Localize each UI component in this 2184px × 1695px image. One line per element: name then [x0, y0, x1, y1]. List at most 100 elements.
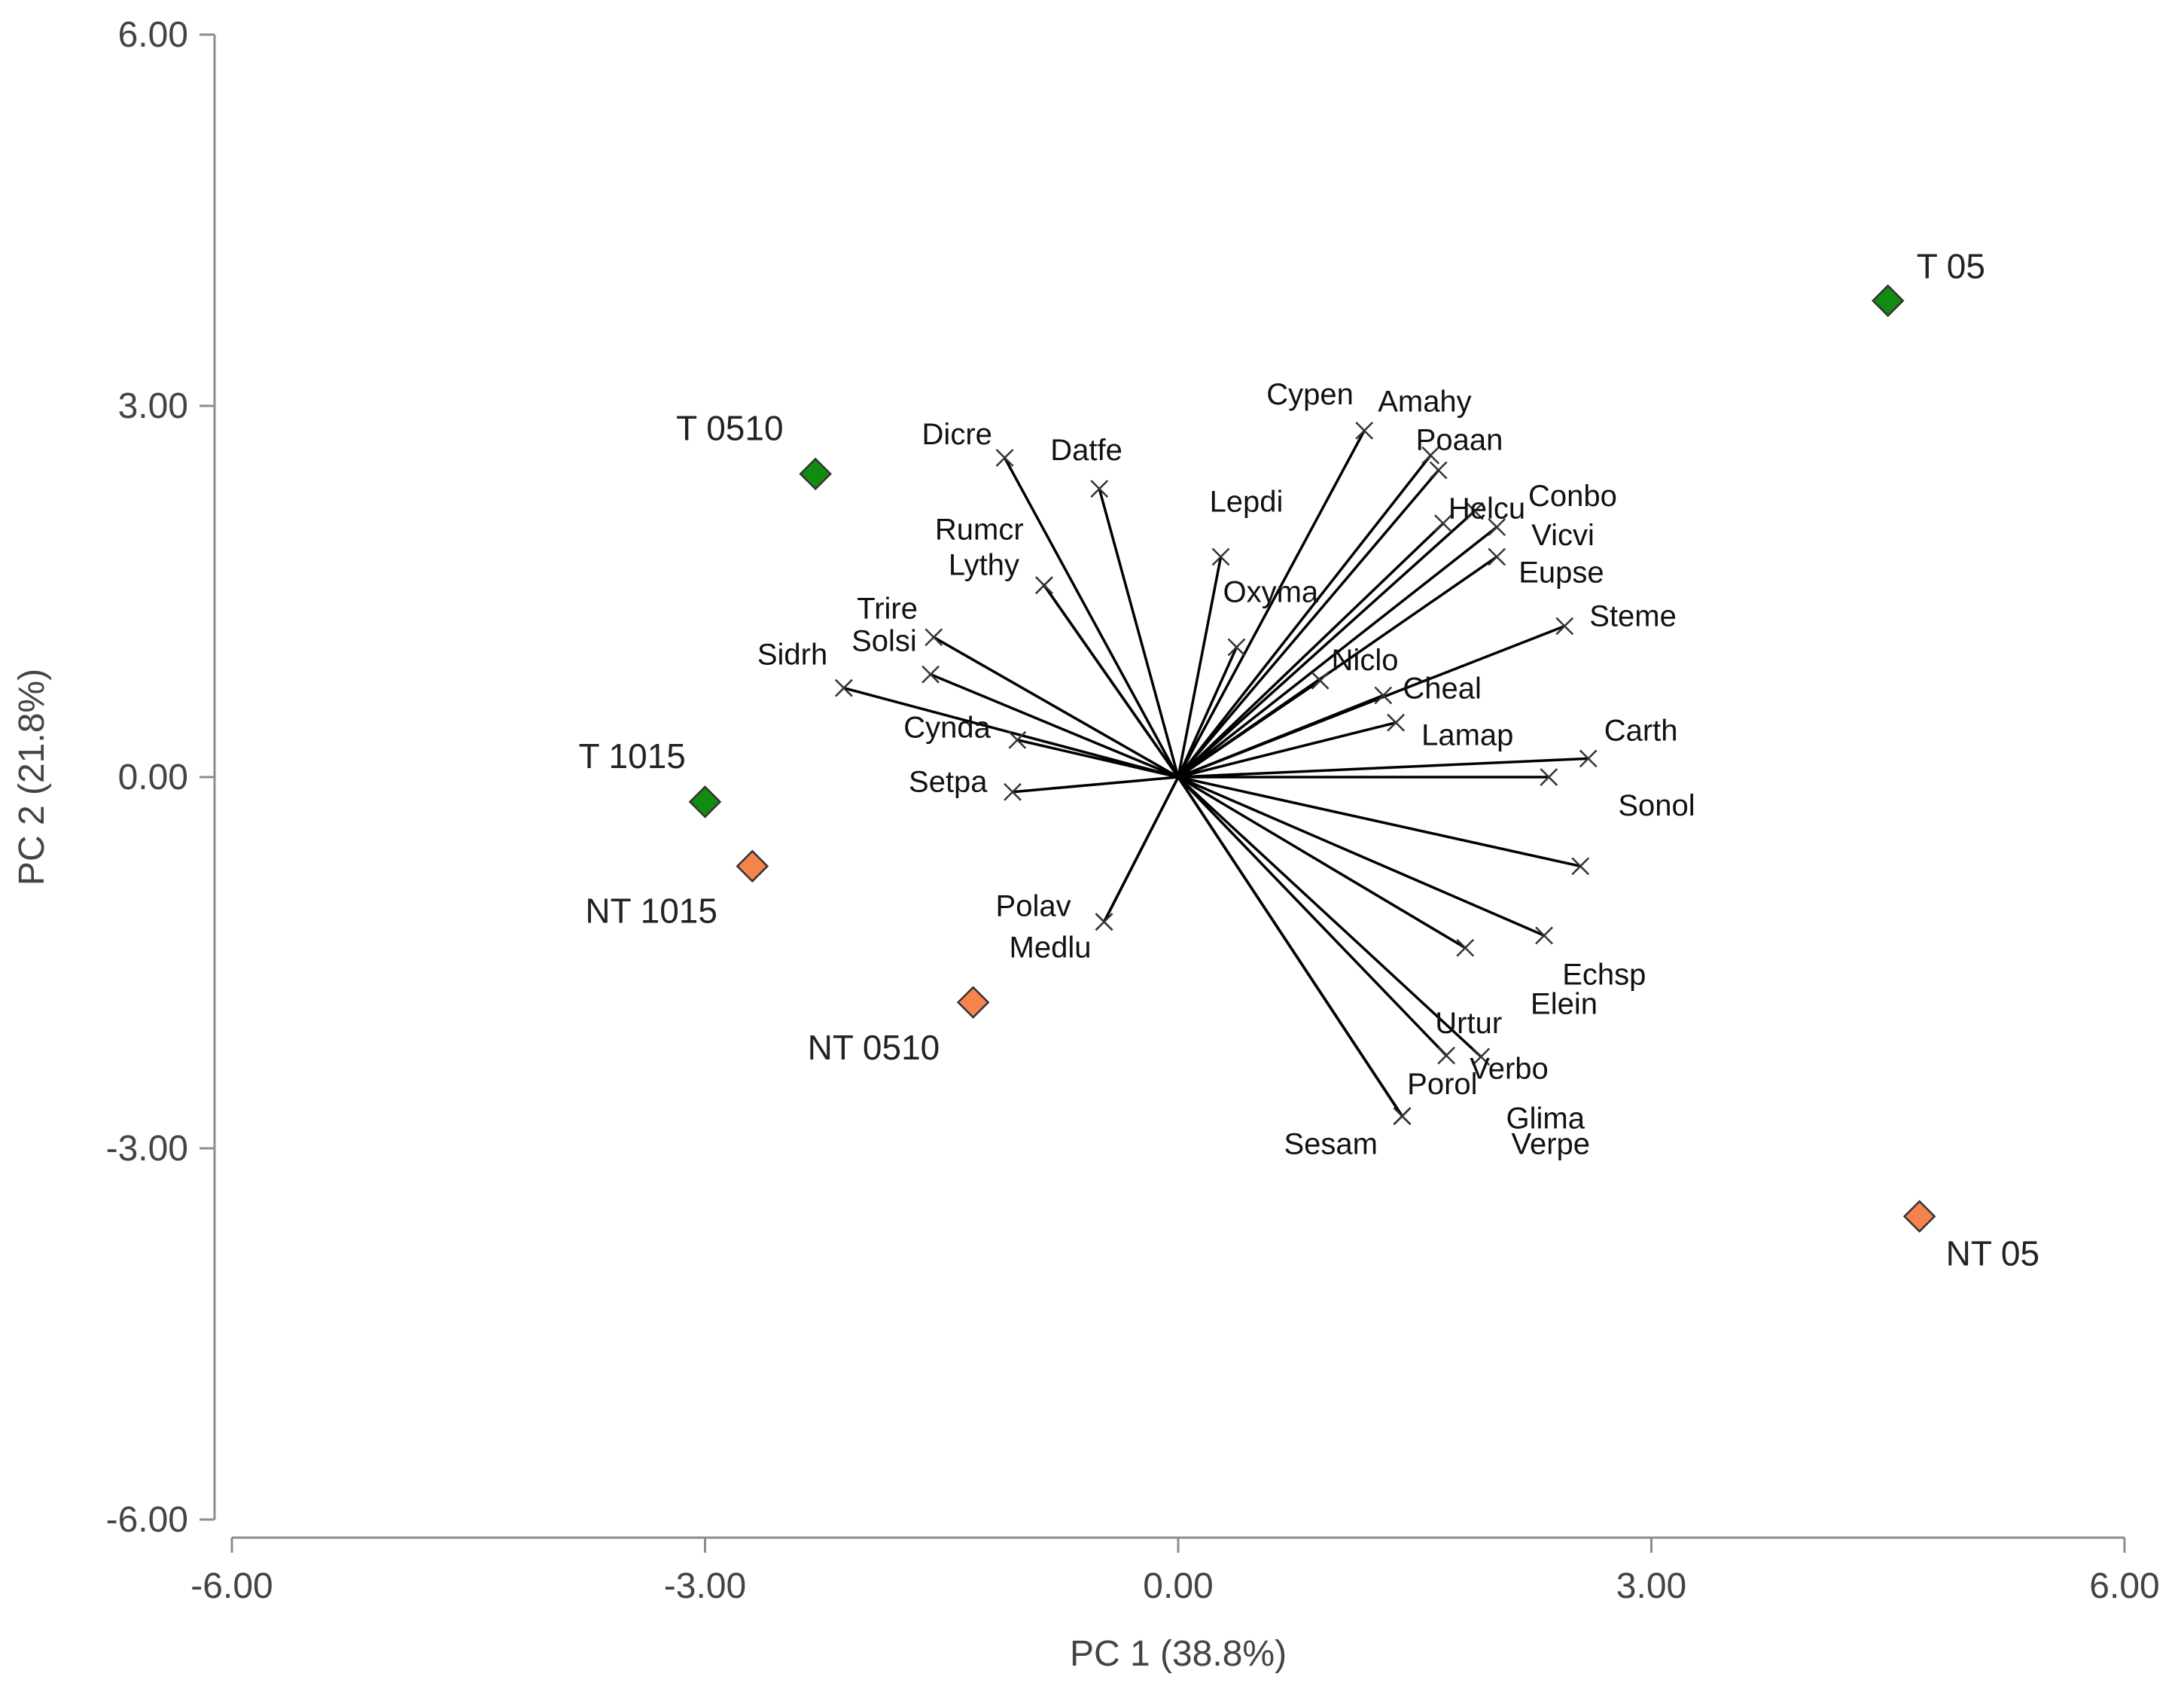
cross-marker-verbo: [1472, 1047, 1491, 1066]
cross-stroke: [1211, 547, 1230, 566]
vector-oxyma: [1177, 646, 1238, 778]
cross-marker-sidrh: [834, 678, 853, 697]
y-tick-label: 6.00: [118, 15, 188, 55]
cross-stroke: [921, 665, 940, 684]
variable-label-echsp: Echsp: [1562, 958, 1646, 991]
site-label-nt-0510: NT 0510: [808, 1028, 940, 1067]
cross-stroke: [1437, 1046, 1456, 1065]
cross-marker-conbo: [1434, 514, 1452, 533]
x-tick-label: -6.00: [190, 1566, 273, 1606]
vector-urtur: [1177, 776, 1467, 950]
site-marker-t-05: [1871, 284, 1905, 318]
variable-label-glima: Glima: [1506, 1102, 1585, 1135]
cross-stroke: [1095, 913, 1113, 931]
y-ticks: -6.00 -3.00 0.00 3.00 6.00: [106, 15, 215, 1540]
site-label-t-0510: T 0510: [676, 408, 783, 447]
cross-stroke: [1227, 638, 1246, 657]
cross-stroke: [1465, 501, 1484, 520]
variable-label-niclo: Niclo: [1332, 644, 1399, 677]
vector-carth: [1177, 757, 1589, 779]
cross-stroke: [1090, 480, 1109, 498]
variable-label-lepdi: Lepdi: [1210, 485, 1284, 518]
cross-marker-setpa: [1004, 782, 1022, 801]
variable-label-oxyma: Oxyma: [1223, 575, 1319, 608]
variable-label-lythy: Lythy: [949, 548, 1019, 581]
cross-marker-oxyma: [1227, 638, 1246, 657]
cross-stroke: [1035, 576, 1053, 595]
cross-stroke: [1429, 461, 1448, 480]
variable-label-sesam: Sesam: [1284, 1127, 1378, 1160]
cross-marker-helcu: [1465, 501, 1484, 520]
cross-stroke: [995, 449, 1014, 467]
y-tick-label: -3.00: [106, 1129, 188, 1169]
variable-vectors: [834, 421, 1598, 1126]
cross-marker-cypen: [1355, 421, 1374, 440]
variable-label-steme: Steme: [1589, 600, 1677, 633]
variable-label-urtur: Urtur: [1435, 1007, 1502, 1040]
cross-stroke: [1571, 857, 1590, 876]
cross-stroke: [1456, 938, 1475, 957]
vector-solsi: [930, 672, 1179, 779]
x-ticks: -6.00 -3.00 0.00 3.00 6.00: [190, 1538, 2160, 1606]
x-tick-label: 3.00: [1616, 1566, 1686, 1606]
cross-marker-elein: [1535, 926, 1553, 945]
vector-dicre: [1004, 457, 1180, 778]
vector-conbo: [1177, 522, 1445, 779]
variable-label-sonol: Sonol: [1618, 789, 1695, 822]
vector-vicvi: [1177, 526, 1498, 779]
cross-stroke: [1374, 686, 1393, 705]
site-points: T 05 T 0510 T 1015 NT 1015 NT 0510 NT 05: [579, 246, 2040, 1273]
variable-label-cheal: Cheal: [1403, 672, 1482, 706]
cross-stroke: [1421, 446, 1440, 465]
cross-stroke: [1311, 671, 1330, 690]
variable-label-datfe: Datfe: [1050, 434, 1122, 467]
cross-stroke: [1535, 926, 1553, 945]
cross-marker-solsi: [921, 665, 940, 684]
cross-marker-vicvi: [1488, 518, 1506, 536]
vector-elein: [1177, 776, 1545, 937]
site-label-t-05: T 05: [1917, 246, 1985, 285]
variable-label-polav: Polav: [996, 889, 1071, 922]
y-axis-title: PC 2 (21.8%): [12, 669, 52, 886]
variable-label-poaan: Poaan: [1416, 423, 1503, 456]
variable-label-vicvi: Vicvi: [1531, 519, 1595, 552]
cross-stroke: [834, 678, 853, 697]
vector-lamap: [1177, 721, 1397, 779]
variable-label-cypen: Cypen: [1266, 378, 1354, 411]
site-marker-t-0510: [799, 457, 832, 491]
vector-cypen: [1177, 430, 1366, 778]
vector-poaan: [1177, 469, 1440, 779]
cross-marker-lythy: [1035, 576, 1053, 595]
variable-label-porol: Porol: [1407, 1068, 1477, 1101]
cross-marker-trire: [924, 628, 943, 647]
cross-stroke: [924, 628, 943, 647]
x-tick-label: 6.00: [2089, 1566, 2159, 1606]
variable-label-solsi: Solsi: [851, 625, 917, 658]
variable-label-eupse: Eupse: [1518, 556, 1604, 589]
site-label-t-1015: T 1015: [579, 736, 686, 776]
site-marker-t-1015: [688, 785, 722, 819]
variable-label-verpe: Verpe: [1511, 1127, 1590, 1160]
cross-marker-cheal: [1374, 686, 1393, 705]
x-tick-label: -3.00: [664, 1566, 746, 1606]
cross-marker-porol: [1437, 1046, 1456, 1065]
variable-labels: Cypen Amahy Poaan Helcu Conbo Vicvi Eupse Steme…: [757, 378, 1695, 1160]
vector-niclo: [1177, 679, 1321, 779]
site-label-nt-05: NT 05: [1946, 1233, 2039, 1273]
cross-marker-carth: [1579, 749, 1598, 768]
cross-marker-steme: [1555, 617, 1574, 636]
cross-stroke: [1555, 617, 1574, 636]
variable-label-cynda: Cynda: [903, 712, 991, 745]
cross-marker-cynda: [1008, 730, 1027, 749]
vector-lythy: [1043, 584, 1180, 779]
variable-label-amahy: Amahy: [1378, 386, 1472, 419]
vector-sesam: [1177, 776, 1403, 1117]
y-tick-label: 0.00: [118, 758, 188, 797]
cross-marker-lepdi: [1211, 547, 1230, 566]
cross-stroke: [1434, 514, 1452, 533]
site-marker-nt-0510: [956, 986, 990, 1019]
cross-stroke: [1488, 547, 1506, 566]
vector-medlu: [1102, 776, 1180, 923]
cross-marker-eupse: [1488, 547, 1506, 566]
